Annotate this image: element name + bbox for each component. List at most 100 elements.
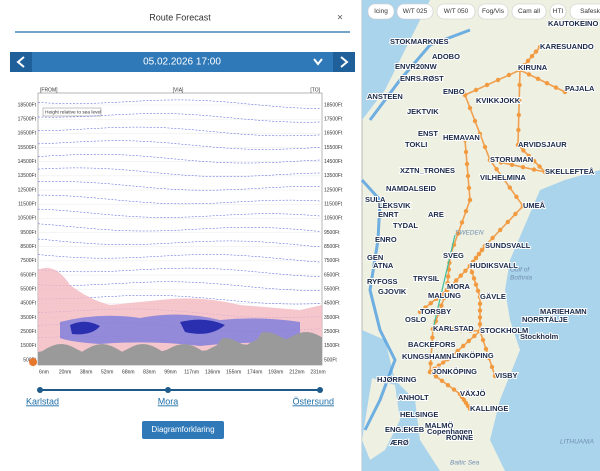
place-label: ARE xyxy=(428,210,444,219)
layer-button[interactable] xyxy=(436,3,476,20)
layer-button[interactable] xyxy=(511,3,547,20)
layer-button-label[interactable]: W/T 025 xyxy=(403,8,428,15)
layer-button-label[interactable]: Icing xyxy=(374,8,388,15)
place-label: GJOVIK xyxy=(378,287,407,296)
route-point xyxy=(464,161,470,167)
close-button[interactable]: × xyxy=(337,13,343,24)
layer-button-label[interactable]: W/T 050 xyxy=(444,8,469,15)
altitude-label: 18500Ft xyxy=(18,102,37,108)
route-point xyxy=(470,259,476,265)
layer-button[interactable] xyxy=(396,3,434,20)
place-label: TOKLI xyxy=(405,140,427,149)
altitude-label: 10500Ft xyxy=(18,216,37,222)
place-label: HEMAVAN xyxy=(443,133,480,142)
route-point xyxy=(472,333,477,339)
layer-button-label[interactable]: Fog/Vis xyxy=(482,8,505,15)
place-label: ARVIDSJAUR xyxy=(518,140,567,149)
route-point xyxy=(489,364,495,370)
layer-button[interactable] xyxy=(477,3,509,20)
legend-button[interactable] xyxy=(142,421,224,439)
place-label: Baltic Sea xyxy=(450,460,480,467)
route-point xyxy=(445,357,450,362)
stop-dot xyxy=(37,387,43,393)
place-label: OSLO xyxy=(405,315,426,324)
map-sea xyxy=(362,0,430,120)
place-label: HUDIKSVALL xyxy=(470,261,518,270)
route-orange xyxy=(517,46,546,173)
layer-button-label[interactable]: Cam all xyxy=(518,8,541,15)
route-point xyxy=(429,344,434,349)
prev-button[interactable] xyxy=(10,52,32,72)
chart-note: Height relative to sea level xyxy=(45,109,101,115)
stop-link[interactable]: Karlstad xyxy=(26,396,59,406)
route-point xyxy=(476,251,482,257)
route-point xyxy=(467,406,473,412)
route-point xyxy=(533,49,539,54)
place-label: UMEÅ xyxy=(523,201,546,210)
altitude-label: 1500Ft xyxy=(324,343,340,349)
layer-button-label[interactable]: HTI xyxy=(553,8,564,15)
place-label: LITHUANIA xyxy=(560,439,594,446)
cloud-core xyxy=(70,319,225,335)
route-point xyxy=(430,335,435,340)
route-point xyxy=(553,85,559,90)
altitude-label: 18500Ft xyxy=(324,102,343,108)
route-point xyxy=(482,243,488,249)
contour-line xyxy=(37,154,321,164)
place-label: SUNDSVALL xyxy=(485,241,531,250)
cloud-area xyxy=(60,314,300,346)
next-button[interactable] xyxy=(333,52,355,72)
note-box xyxy=(42,107,102,117)
stop-dot xyxy=(165,387,171,393)
place-label: KALLINGE xyxy=(470,404,508,413)
place-label: HJØRRING xyxy=(377,375,417,384)
date-select[interactable]: 05.02.2026 17:00 xyxy=(143,57,221,68)
legend-button-label[interactable]: Diagramforklaring xyxy=(151,425,214,434)
altitude-label: 11500Ft xyxy=(324,202,343,208)
route-point xyxy=(477,315,483,320)
route-blue xyxy=(368,28,471,121)
route-point xyxy=(462,92,468,98)
route-point xyxy=(467,197,473,203)
route-point xyxy=(517,82,522,88)
place-label: TORSBY xyxy=(420,307,451,316)
distance-label: 68nm xyxy=(122,369,135,375)
route-point xyxy=(434,296,439,301)
route-orange xyxy=(419,245,486,313)
route-point xyxy=(477,131,483,137)
date-bar xyxy=(10,52,355,72)
route-point xyxy=(477,301,483,306)
route-point xyxy=(531,167,537,172)
route-point xyxy=(467,263,473,269)
place-label: TYDAL xyxy=(393,221,418,230)
layer-button[interactable] xyxy=(569,3,600,20)
altitude-label: 14500Ft xyxy=(324,159,343,165)
altitude-label: 17500Ft xyxy=(324,116,343,122)
altitude-label: 3500Ft xyxy=(20,315,36,321)
route-point xyxy=(477,294,483,300)
contour-line xyxy=(38,194,321,205)
route-point xyxy=(482,144,488,150)
layer-button[interactable] xyxy=(549,3,567,20)
layer-button-label[interactable]: Safesk xyxy=(580,8,600,15)
route-point xyxy=(428,301,433,306)
layer-button[interactable] xyxy=(367,3,395,20)
route-point xyxy=(459,328,464,333)
route-point xyxy=(465,173,471,179)
route-point xyxy=(462,137,468,143)
place-label: KAUTOKEINO xyxy=(548,19,598,28)
place-label: VÄXJÖ xyxy=(460,389,486,398)
via-label: [VIA] xyxy=(173,87,184,93)
altitude-label: 13500Ft xyxy=(18,173,37,179)
route-point xyxy=(429,352,434,357)
place-label: SKELLEFTEÅ xyxy=(545,167,595,176)
route-point xyxy=(477,322,483,327)
route-point xyxy=(449,327,454,332)
stop-link[interactable]: Mora xyxy=(158,396,179,406)
stop-link[interactable]: Östersund xyxy=(292,396,334,406)
altitude-label: 15500Ft xyxy=(324,145,343,151)
route-point xyxy=(466,338,471,344)
stop-dot xyxy=(317,387,323,393)
contour-line xyxy=(37,208,321,218)
